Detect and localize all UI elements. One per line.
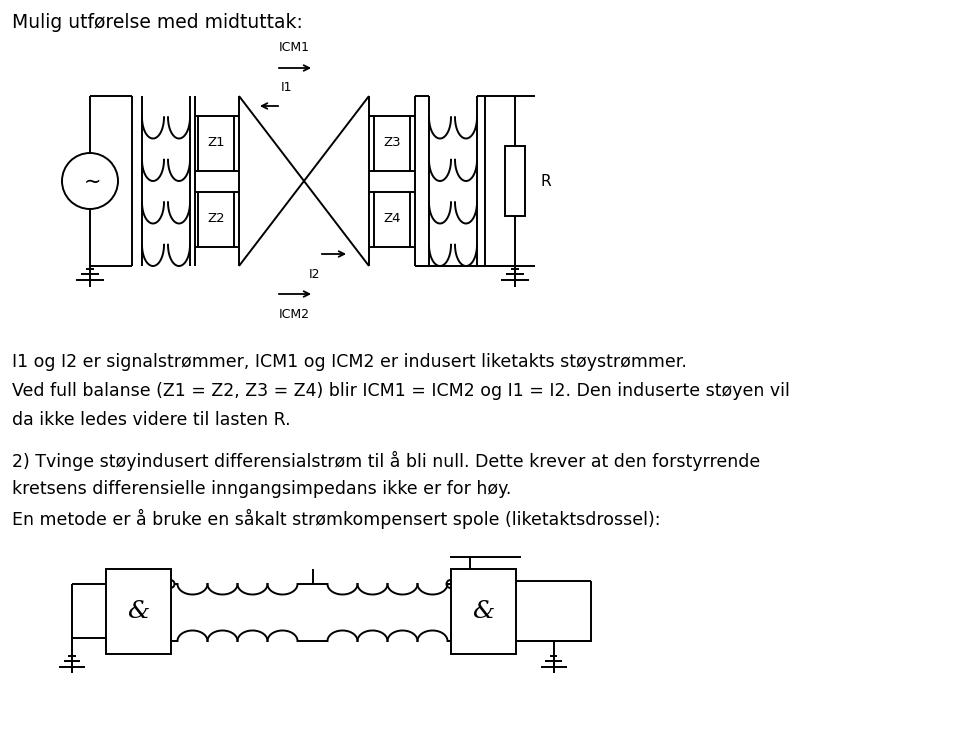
Text: &: & (472, 599, 494, 623)
Text: En metode er å bruke en såkalt strømkompensert spole (liketaktsdrossel):: En metode er å bruke en såkalt strømkomp… (12, 509, 661, 529)
Bar (451, 569, 516, 654)
Text: I2: I2 (309, 268, 320, 281)
Bar (198, 192, 234, 246)
Bar (374, 192, 410, 246)
Text: kretsens differensielle inngangsimpedans ikke er for høy.: kretsens differensielle inngangsimpedans… (12, 480, 511, 498)
Bar (374, 115, 410, 170)
Bar (198, 115, 234, 170)
Text: Z4: Z4 (384, 213, 401, 225)
Text: $\sim$: $\sim$ (80, 171, 101, 191)
Text: Z2: Z2 (207, 213, 224, 225)
Bar (105, 569, 171, 654)
Text: I1 og I2 er signalstrømmer, ICM1 og ICM2 er indusert liketakts støystrømmer.: I1 og I2 er signalstrømmer, ICM1 og ICM2… (12, 353, 687, 371)
Bar (505, 146, 525, 216)
Text: ICM2: ICM2 (278, 308, 310, 321)
Text: &: & (127, 599, 150, 623)
Text: Mulig utførelse med midtuttak:: Mulig utførelse med midtuttak: (12, 13, 303, 32)
Text: I1: I1 (280, 81, 292, 94)
Text: Z1: Z1 (207, 137, 224, 150)
Text: da ikke ledes videre til lasten R.: da ikke ledes videre til lasten R. (12, 411, 291, 429)
Text: 2) Tvinge støyindusert differensialstrøm til å bli null. Dette krever at den for: 2) Tvinge støyindusert differensialstrøm… (12, 451, 760, 471)
Text: Z3: Z3 (384, 137, 401, 150)
Text: R: R (541, 173, 551, 189)
Text: Ved full balanse (Z1 = Z2, Z3 = Z4) blir ICM1 = ICM2 og I1 = I2. Den induserte s: Ved full balanse (Z1 = Z2, Z3 = Z4) blir… (12, 382, 790, 400)
Text: ICM1: ICM1 (278, 41, 310, 54)
